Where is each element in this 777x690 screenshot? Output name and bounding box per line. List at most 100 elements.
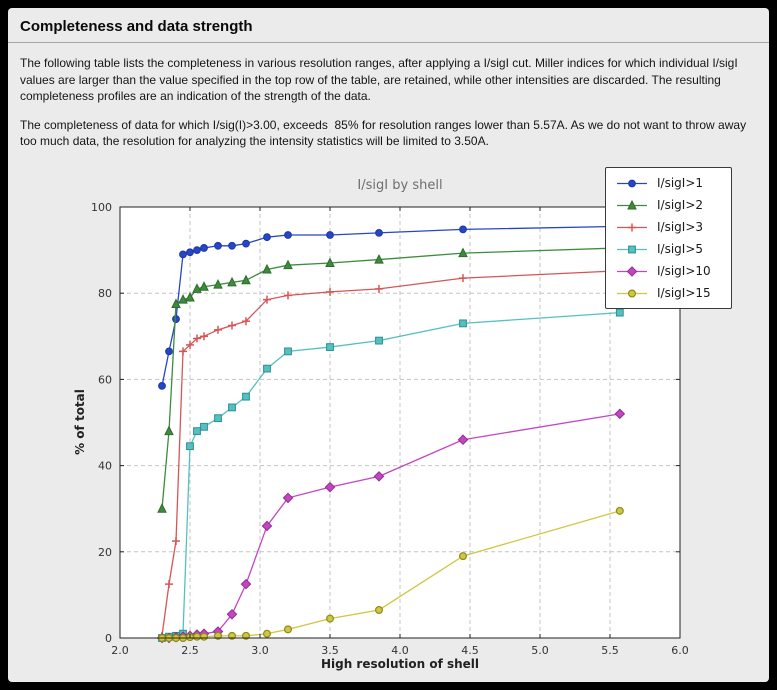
- circle-open-marker-icon: [263, 629, 272, 638]
- circle-open-marker-icon: [326, 614, 335, 623]
- legend-label: I/sigI>3: [657, 220, 704, 234]
- circle-marker-icon: [628, 179, 636, 187]
- square-marker-icon: [375, 336, 383, 345]
- triangle-marker-icon: [164, 425, 174, 436]
- diamond-marker-icon: [282, 492, 294, 504]
- diamond-marker-icon: [617, 265, 647, 277]
- triangle-marker-icon: [171, 298, 181, 308]
- square-marker-icon: [615, 308, 624, 317]
- square-marker-icon: [200, 422, 208, 431]
- circle-marker-icon: [200, 244, 208, 252]
- x-axis-label: High resolution of shell: [321, 657, 479, 671]
- square-marker-icon: [242, 392, 250, 401]
- circle-marker-icon: [459, 225, 467, 234]
- circle-open-marker-icon: [459, 552, 468, 561]
- completeness-panel: Completeness and data strength The follo…: [8, 8, 769, 682]
- square-marker-icon: [617, 245, 647, 253]
- circle-marker-icon: [326, 231, 334, 239]
- circle-open-marker-icon: [615, 506, 624, 515]
- y-axis-label: % of total: [73, 389, 87, 455]
- circle-open-marker-icon: [628, 288, 637, 298]
- triangle-marker-icon: [325, 257, 335, 268]
- x-tick-label: 4.0: [391, 644, 409, 657]
- circle-marker-icon: [193, 246, 201, 254]
- triangle-marker-icon: [374, 253, 384, 264]
- circle-marker-icon: [242, 239, 250, 248]
- square-marker-icon: [284, 347, 292, 356]
- y-tick-label: 80: [98, 287, 112, 300]
- triangle-marker-icon: [199, 281, 209, 291]
- legend-entry: I/sigI>2: [615, 198, 721, 212]
- x-tick-label: 2.5: [181, 644, 199, 657]
- triangle-marker-icon: [617, 199, 647, 209]
- circle-open-marker-icon: [200, 632, 209, 641]
- panel-header: Completeness and data strength: [8, 8, 769, 43]
- triangle-marker-icon: [178, 294, 188, 304]
- chart-title: I/sigI by shell: [357, 178, 442, 193]
- y-tick-label: 20: [98, 546, 112, 559]
- circle-marker-icon: [186, 248, 194, 257]
- series-line: [161, 270, 620, 636]
- triangle-marker-icon: [241, 274, 251, 285]
- description-paragraph-1: The following table lists the completene…: [20, 56, 742, 104]
- triangle-marker-icon: [458, 247, 468, 258]
- circle-marker-icon: [158, 381, 166, 390]
- circle-open-marker-icon: [193, 632, 202, 641]
- square-marker-icon: [186, 442, 194, 451]
- diamond-marker-icon: [373, 471, 385, 482]
- triangle-marker-icon: [185, 291, 195, 302]
- circle-marker-icon: [263, 233, 271, 242]
- description-paragraph-2: The completeness of data for which I/sig…: [20, 117, 750, 149]
- diamond-marker-icon: [240, 578, 252, 590]
- y-tick-label: 40: [98, 460, 112, 473]
- x-tick-label: 4.5: [461, 644, 479, 657]
- legend-entry: I/sigI>15: [615, 286, 721, 300]
- square-marker-icon: [628, 245, 636, 253]
- square-marker-icon: [459, 319, 467, 328]
- plot-canvas[interactable]: I/sigI by shell % of total High resoluti…: [8, 158, 769, 680]
- legend-label: I/sigI>5: [657, 242, 704, 256]
- triangle-marker-icon: [213, 278, 223, 289]
- legend-entry: I/sigI>5: [615, 242, 721, 256]
- triangle-marker-icon: [627, 199, 637, 209]
- legend-label: I/sigI>2: [657, 198, 704, 212]
- circle-marker-icon: [375, 228, 383, 237]
- x-tick-label: 6.0: [671, 644, 689, 657]
- legend-entry: I/sigI>1: [615, 176, 721, 190]
- circle-marker-icon: [284, 231, 292, 239]
- legend-label: I/sigI>15: [657, 286, 711, 300]
- circle-open-marker-icon: [375, 605, 384, 614]
- diamond-marker-icon: [457, 434, 469, 446]
- x-tick-label: 2.0: [111, 644, 129, 657]
- legend-entry: I/sigI>10: [615, 264, 721, 278]
- x-tick-label: 3.5: [321, 644, 339, 657]
- y-tick-label: 60: [98, 373, 112, 386]
- circle-marker-icon: [172, 315, 180, 323]
- triangle-marker-icon: [283, 259, 293, 270]
- chart-area: I/sigI by shell % of total High resoluti…: [8, 158, 769, 680]
- circle-marker-icon: [165, 347, 173, 356]
- y-tick-label: 0: [105, 632, 112, 645]
- x-tick-label: 5.0: [531, 644, 549, 657]
- circle-open-marker-icon: [284, 625, 293, 634]
- square-marker-icon: [326, 343, 334, 351]
- triangle-marker-icon: [227, 276, 237, 287]
- page-title: Completeness and data strength: [20, 18, 253, 35]
- diamond-marker-icon: [226, 608, 238, 620]
- diamond-marker-icon: [324, 481, 336, 493]
- legend-label: I/sigI>1: [657, 176, 704, 190]
- x-tick-label: 5.5: [601, 644, 619, 657]
- diamond-marker-icon: [626, 265, 638, 277]
- legend-label: I/sigI>10: [657, 264, 711, 278]
- triangle-marker-icon: [157, 503, 167, 513]
- circle-marker-icon: [179, 250, 187, 259]
- diamond-marker-icon: [614, 408, 626, 420]
- triangle-marker-icon: [262, 263, 272, 274]
- square-marker-icon: [228, 403, 236, 412]
- square-marker-icon: [193, 427, 201, 436]
- circle-marker-icon: [228, 241, 236, 250]
- diamond-marker-icon: [261, 520, 273, 532]
- series-line: [161, 225, 620, 386]
- triangle-marker-icon: [192, 283, 202, 293]
- plus-marker-icon: [617, 223, 647, 231]
